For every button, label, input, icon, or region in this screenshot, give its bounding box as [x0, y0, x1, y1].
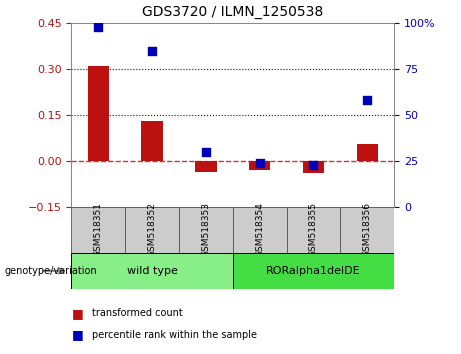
Point	[202, 149, 210, 155]
Text: transformed count: transformed count	[92, 308, 183, 318]
Bar	[233, 207, 287, 253]
Bar	[303, 161, 324, 173]
Bar	[88, 66, 109, 161]
Bar	[142, 121, 163, 161]
Text: ■: ■	[71, 307, 83, 320]
Title: GDS3720 / ILMN_1250538: GDS3720 / ILMN_1250538	[142, 5, 324, 19]
Point	[148, 48, 156, 53]
Point	[95, 24, 102, 29]
Text: wild type: wild type	[127, 266, 177, 276]
Text: RORalpha1delDE: RORalpha1delDE	[266, 266, 361, 276]
Text: ■: ■	[71, 328, 83, 341]
Bar	[71, 253, 233, 289]
Text: GSM518354: GSM518354	[255, 202, 264, 257]
Text: GSM518356: GSM518356	[363, 202, 372, 257]
Text: GSM518351: GSM518351	[94, 202, 103, 257]
Bar	[356, 144, 378, 161]
Bar	[71, 207, 125, 253]
Text: GSM518353: GSM518353	[201, 202, 210, 257]
Point	[310, 162, 317, 167]
Point	[256, 160, 263, 166]
Bar	[195, 161, 217, 172]
Text: genotype/variation: genotype/variation	[5, 266, 97, 276]
Bar	[179, 207, 233, 253]
Bar	[249, 161, 271, 170]
Point	[364, 97, 371, 103]
Text: GSM518352: GSM518352	[148, 202, 157, 257]
Text: percentile rank within the sample: percentile rank within the sample	[92, 330, 257, 339]
Bar	[340, 207, 394, 253]
Text: GSM518355: GSM518355	[309, 202, 318, 257]
Bar	[287, 207, 340, 253]
Bar	[125, 207, 179, 253]
Bar	[233, 253, 394, 289]
